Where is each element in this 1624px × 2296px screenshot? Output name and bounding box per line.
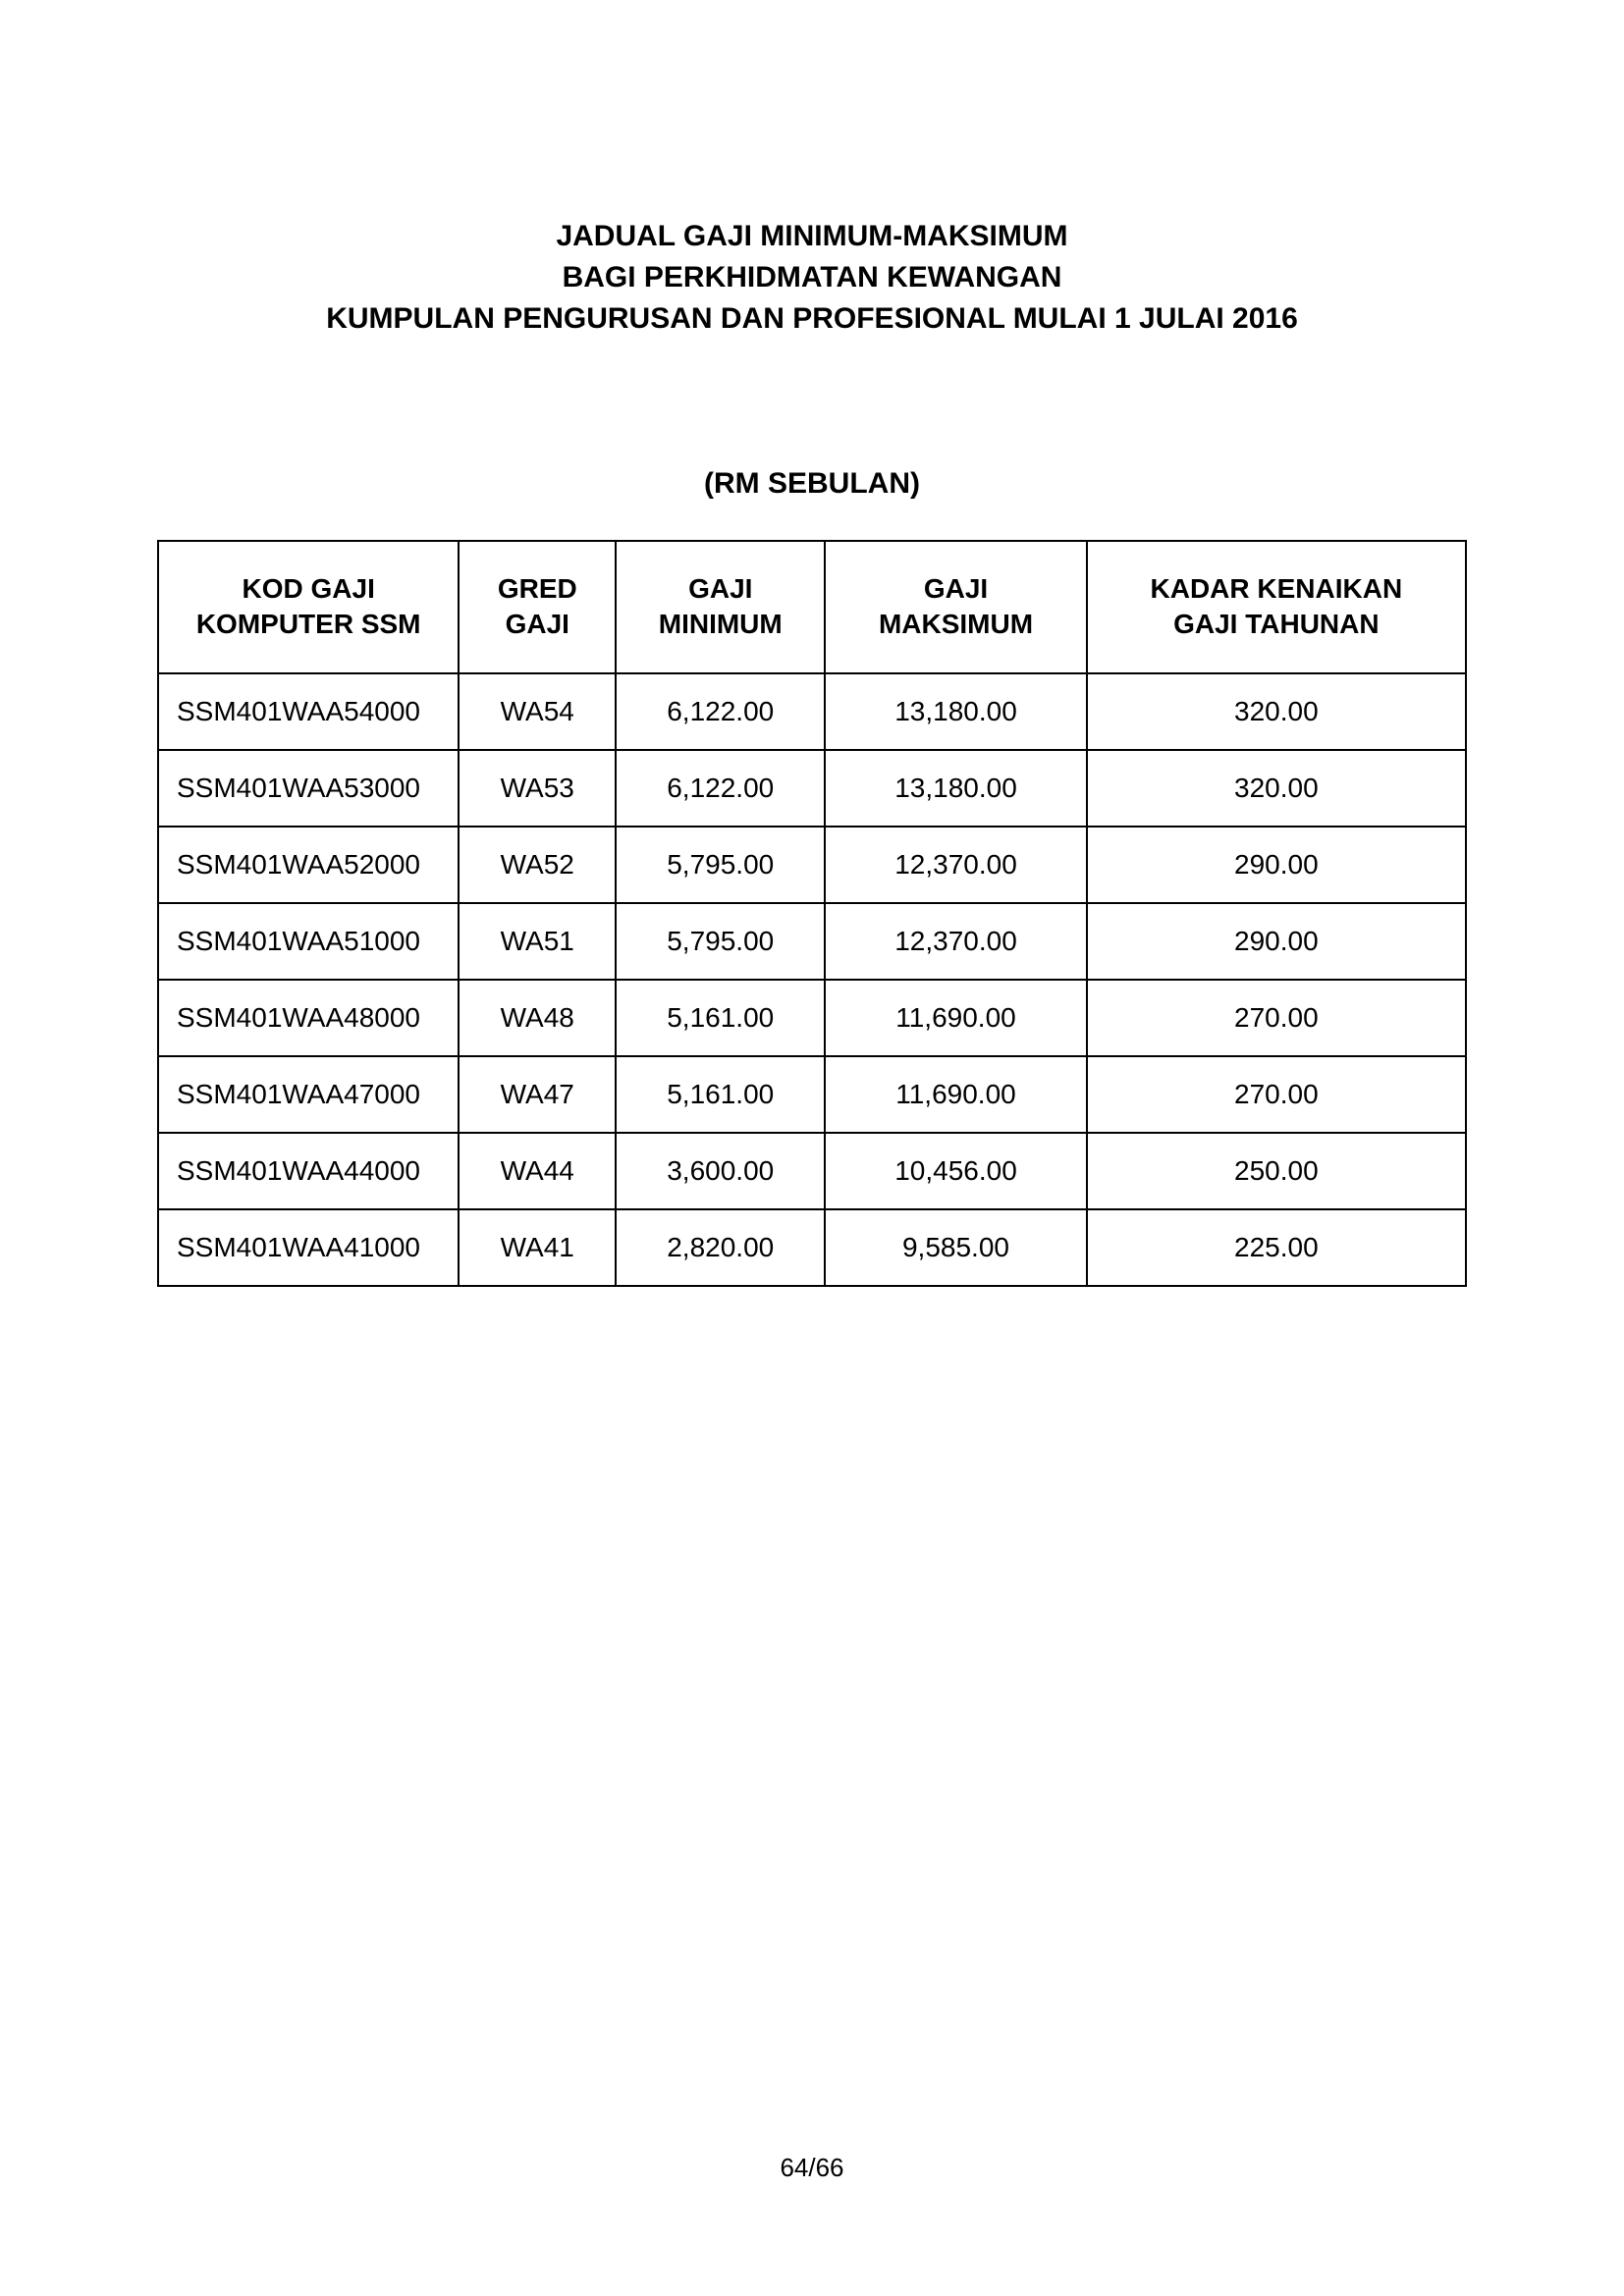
salary-table: KOD GAJI KOMPUTER SSM GRED GAJI GAJI MIN…	[157, 540, 1467, 1287]
cell-kadar: 225.00	[1087, 1209, 1466, 1286]
cell-kod: SSM401WAA44000	[158, 1133, 459, 1209]
cell-min: 5,161.00	[616, 980, 825, 1056]
cell-kadar: 270.00	[1087, 980, 1466, 1056]
cell-kod: SSM401WAA54000	[158, 673, 459, 750]
cell-gred: WA52	[459, 827, 616, 903]
table-row: SSM401WAA44000 WA44 3,600.00 10,456.00 2…	[158, 1133, 1466, 1209]
cell-max: 12,370.00	[825, 903, 1086, 980]
col-header-gred: GRED GAJI	[459, 541, 616, 673]
cell-max: 13,180.00	[825, 673, 1086, 750]
table-subtitle: (RM SEBULAN)	[157, 467, 1467, 501]
table-body: SSM401WAA54000 WA54 6,122.00 13,180.00 3…	[158, 673, 1466, 1286]
table-row: SSM401WAA48000 WA48 5,161.00 11,690.00 2…	[158, 980, 1466, 1056]
cell-gred: WA41	[459, 1209, 616, 1286]
cell-min: 6,122.00	[616, 673, 825, 750]
cell-gred: WA51	[459, 903, 616, 980]
col-header-kadar: KADAR KENAIKAN GAJI TAHUNAN	[1087, 541, 1466, 673]
table-row: SSM401WAA47000 WA47 5,161.00 11,690.00 2…	[158, 1056, 1466, 1133]
table-row: SSM401WAA41000 WA41 2,820.00 9,585.00 22…	[158, 1209, 1466, 1286]
cell-gred: WA47	[459, 1056, 616, 1133]
cell-kod: SSM401WAA51000	[158, 903, 459, 980]
cell-max: 11,690.00	[825, 980, 1086, 1056]
table-row: SSM401WAA53000 WA53 6,122.00 13,180.00 3…	[158, 750, 1466, 827]
table-row: SSM401WAA52000 WA52 5,795.00 12,370.00 2…	[158, 827, 1466, 903]
cell-min: 5,795.00	[616, 903, 825, 980]
cell-kadar: 250.00	[1087, 1133, 1466, 1209]
cell-gred: WA44	[459, 1133, 616, 1209]
cell-kod: SSM401WAA48000	[158, 980, 459, 1056]
cell-min: 2,820.00	[616, 1209, 825, 1286]
col-header-min: GAJI MINIMUM	[616, 541, 825, 673]
col-header-kod: KOD GAJI KOMPUTER SSM	[158, 541, 459, 673]
cell-kadar: 290.00	[1087, 903, 1466, 980]
table-header-row: KOD GAJI KOMPUTER SSM GRED GAJI GAJI MIN…	[158, 541, 1466, 673]
page-content: JADUAL GAJI MINIMUM-MAKSIMUM BAGI PERKHI…	[0, 0, 1624, 1287]
cell-kod: SSM401WAA52000	[158, 827, 459, 903]
document-title: JADUAL GAJI MINIMUM-MAKSIMUM BAGI PERKHI…	[157, 216, 1467, 340]
cell-max: 11,690.00	[825, 1056, 1086, 1133]
cell-max: 10,456.00	[825, 1133, 1086, 1209]
cell-kadar: 320.00	[1087, 673, 1466, 750]
title-line-1: JADUAL GAJI MINIMUM-MAKSIMUM	[157, 216, 1467, 257]
cell-gred: WA48	[459, 980, 616, 1056]
page-number: 64/66	[0, 2153, 1624, 2183]
cell-kod: SSM401WAA47000	[158, 1056, 459, 1133]
cell-min: 5,161.00	[616, 1056, 825, 1133]
cell-min: 6,122.00	[616, 750, 825, 827]
cell-gred: WA53	[459, 750, 616, 827]
title-line-2: BAGI PERKHIDMATAN KEWANGAN	[157, 257, 1467, 298]
cell-min: 5,795.00	[616, 827, 825, 903]
cell-max: 9,585.00	[825, 1209, 1086, 1286]
cell-kadar: 320.00	[1087, 750, 1466, 827]
cell-min: 3,600.00	[616, 1133, 825, 1209]
col-header-max: GAJI MAKSIMUM	[825, 541, 1086, 673]
title-line-3: KUMPULAN PENGURUSAN DAN PROFESIONAL MULA…	[157, 298, 1467, 340]
cell-kadar: 290.00	[1087, 827, 1466, 903]
cell-kadar: 270.00	[1087, 1056, 1466, 1133]
table-row: SSM401WAA51000 WA51 5,795.00 12,370.00 2…	[158, 903, 1466, 980]
cell-kod: SSM401WAA41000	[158, 1209, 459, 1286]
cell-max: 13,180.00	[825, 750, 1086, 827]
cell-max: 12,370.00	[825, 827, 1086, 903]
table-row: SSM401WAA54000 WA54 6,122.00 13,180.00 3…	[158, 673, 1466, 750]
cell-kod: SSM401WAA53000	[158, 750, 459, 827]
cell-gred: WA54	[459, 673, 616, 750]
